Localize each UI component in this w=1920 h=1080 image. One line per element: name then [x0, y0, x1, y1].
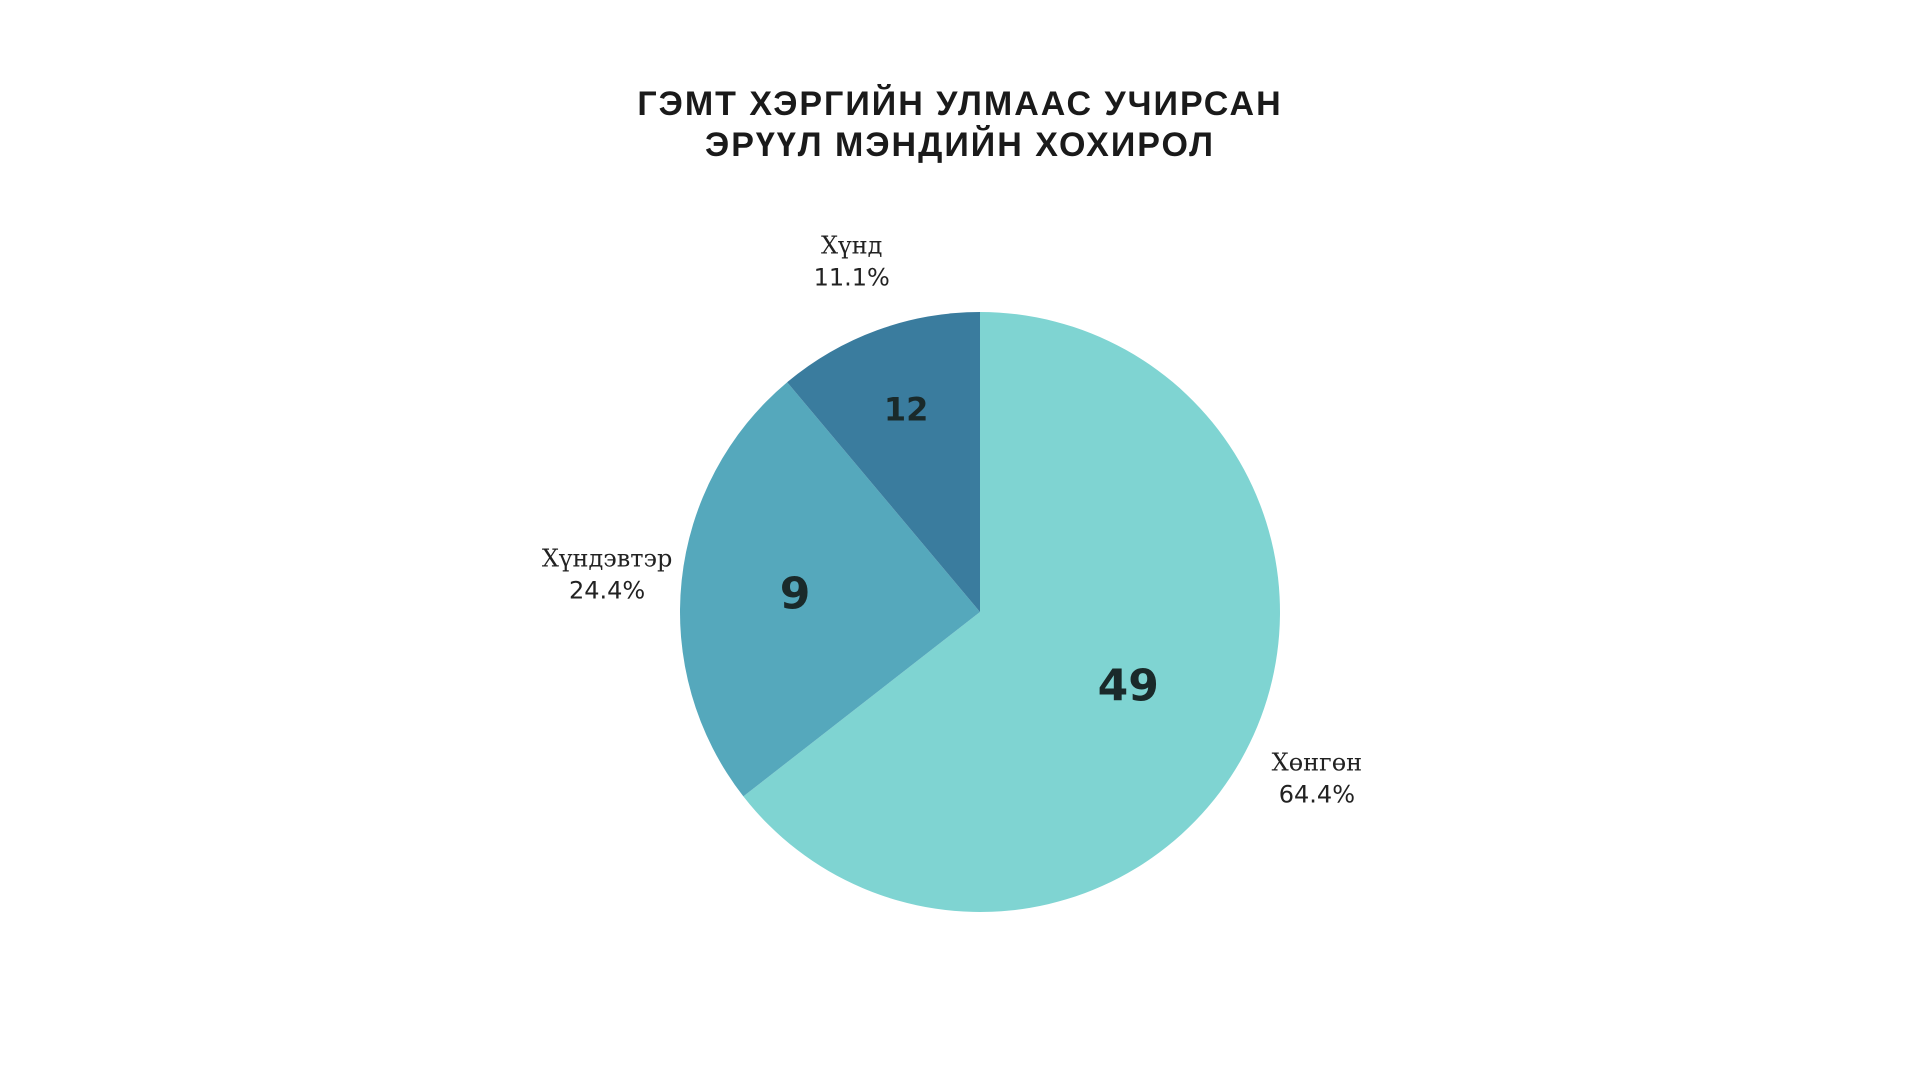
slice-category-label: Хүнд: [821, 232, 882, 260]
slice-category-label: Хөнгөн: [1272, 749, 1363, 777]
slice-value-label: 12: [884, 391, 929, 429]
pie-slice-2: [679, 382, 980, 797]
slice-value-label: 9: [780, 568, 811, 619]
pie-slice-3: [787, 312, 980, 612]
chart-title-line-2: ЭРҮҮЛ МЭНДИЙН ХОХИРОЛ: [705, 125, 1215, 164]
pie-slices: [679, 312, 1280, 912]
slice-percent-label: 64.4%: [1279, 781, 1355, 809]
pie-labels: 49 Хөнгөн 64.4% 9 Хүндэвтэр 24.4% 12 Хүнд 11.1%: [542, 232, 1362, 809]
slice-percent-label: 11.1%: [814, 264, 890, 292]
pie-slice-1: [743, 312, 1280, 912]
slice-value-label: 49: [1098, 660, 1159, 711]
chart-title-line-1: ГЭМТ ХЭРГИЙН УЛМААС УЧИРСАН: [637, 84, 1282, 123]
slice-category-label: Хүндэвтэр: [542, 545, 672, 573]
slice-percent-label: 24.4%: [569, 577, 645, 605]
